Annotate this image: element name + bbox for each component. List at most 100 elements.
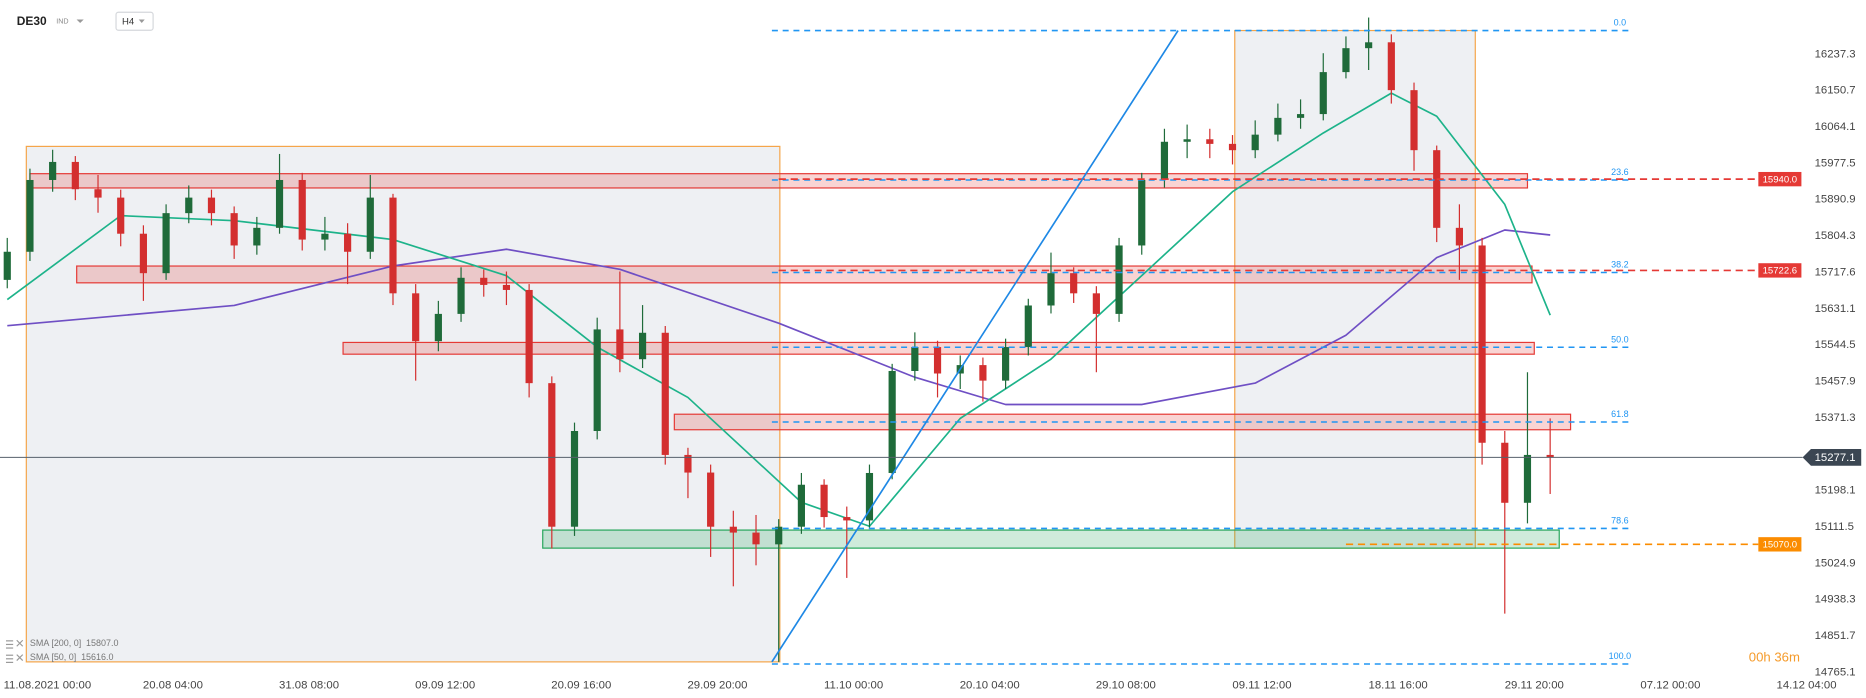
candle-body [71,161,79,190]
candle-body [412,293,420,342]
x-tick-label: 29.10 08:00 [1096,680,1156,692]
time-box [25,145,781,663]
legend-value: 15616.0 [81,653,113,663]
candle-body [162,213,170,274]
price-line-badge [1758,537,1802,552]
candle-body [1455,227,1463,246]
fib-label: 78.6 [1611,516,1628,526]
candle-body [616,329,624,360]
candle-body [1183,139,1191,142]
x-tick-label: 11.10 00:00 [824,680,883,692]
y-tick-label: 15631.1 [1815,303,1856,315]
legend-entry[interactable]: SMA [200, 0] 15807.0 [30,638,119,648]
x-tick-label: 07.12 00:00 [1640,680,1700,692]
symbol[interactable]: DE30 [17,14,47,28]
dropdown-caret[interactable] [76,19,84,24]
candle-body [570,431,579,527]
y-tick-label: 16150.7 [1815,85,1856,97]
price-line-label: 15070.0 [1763,539,1798,550]
sma-line [6,92,1551,528]
legend-entry[interactable]: SMA [50, 0] 15616.0 [30,653,114,663]
time-box [1234,29,1476,549]
candle-body [684,454,692,473]
candle-body [230,213,238,246]
candle-body [185,197,193,214]
x-tick-label: 14.12 04:00 [1777,680,1837,692]
candle-body [1433,150,1441,228]
candle-body [1024,305,1032,348]
legend-icon [5,640,14,642]
y-tick-label: 16064.1 [1815,121,1856,133]
current-price-label: 15277.1 [1815,452,1856,464]
y-tick-label: 15371.3 [1815,412,1856,424]
legend-icon [5,658,14,660]
x-tick-label: 29.11 20:00 [1505,680,1564,692]
candle-body [1523,454,1532,503]
candle-body [3,251,11,280]
legend-value: 15807.0 [86,638,118,648]
candle-body [1002,347,1010,381]
candle-body [707,472,715,527]
x-tick-label: 09.09 12:00 [415,680,475,692]
price-zone [76,265,1533,284]
candle-body [1319,72,1327,115]
candle-body [865,472,874,521]
candle-body [1274,117,1282,135]
price-line-badge [1758,263,1802,278]
trendline [771,30,1179,663]
candle-body [1546,454,1554,458]
y-tick-label: 15544.5 [1815,339,1856,351]
candle-body [1138,179,1146,246]
x-tick-label: 18.11 16:00 [1369,680,1428,692]
candle-body [298,179,306,240]
legend-icon [5,647,14,649]
toolbar: DE30 IND H4 [17,11,154,31]
candle-body [26,179,34,252]
x-tick-label: 20.10 04:00 [960,680,1020,692]
price-line-label: 15722.6 [1763,266,1798,277]
candle-body [1387,42,1395,91]
candle-body [548,383,556,527]
legend-name: SMA [200, 0] [30,638,81,648]
candle-body [729,526,737,533]
plot: 0.0 23.6 38.2 50.0 61.8 78.6 100.0 15940.0 15722… [0,17,1862,692]
bar-timer: 00h 36m [1749,650,1800,665]
candle-body [253,227,261,246]
candle-body [1160,141,1169,180]
candle-body [661,332,669,455]
candle-body [797,484,805,527]
candle-body [344,233,352,252]
candle-body [1365,42,1373,49]
fib-label: 38.2 [1611,260,1628,270]
fib-label: 61.8 [1611,409,1628,419]
timeframe-box[interactable] [115,11,154,31]
timeframe[interactable]: H4 [122,16,135,27]
legend-icon [5,661,14,663]
candle-body [49,161,57,180]
candle-body [525,289,533,384]
y-tick-label: 14938.3 [1815,594,1856,606]
y-tick-label: 15024.9 [1815,557,1856,569]
candle-body [139,233,147,274]
legend-icon [5,654,14,656]
candle-body [1410,90,1418,151]
y-tick-label: 14765.1 [1815,666,1856,678]
y-tick-label: 15717.6 [1815,266,1856,278]
price-line-label: 15940.0 [1763,174,1798,185]
fib-label: 100.0 [1609,651,1631,661]
y-tick-label: 15977.5 [1815,157,1856,169]
x-tick-label: 29.09 20:00 [687,680,747,692]
candle-body [911,347,919,371]
candle-body [1228,143,1237,151]
candle-body [1296,114,1305,118]
candle-body [117,197,125,234]
y-tick-label: 15804.3 [1815,230,1856,242]
candle-body [1501,442,1509,503]
candle-body [1342,48,1350,73]
current-price-badge [1802,449,1862,466]
candle-body [775,526,783,545]
x-tick-label: 11.08.2021 00:00 [4,680,92,692]
x-tick-label: 20.09 16:00 [551,680,611,692]
timeframe-caret[interactable] [138,19,145,24]
x-tick-label: 31.08 08:00 [279,680,339,692]
